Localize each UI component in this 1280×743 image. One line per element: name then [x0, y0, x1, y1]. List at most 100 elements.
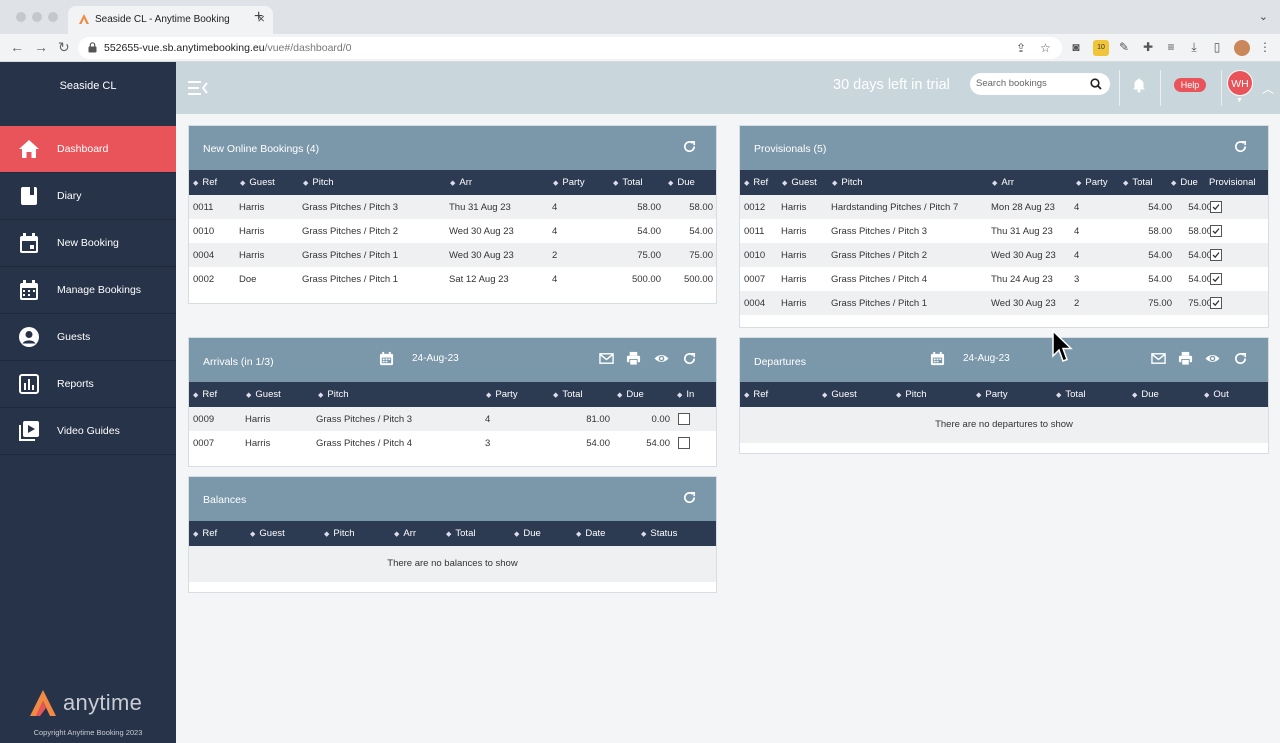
column-header-arr[interactable]: ◆ Arr: [394, 528, 417, 539]
print-icon[interactable]: [1178, 351, 1193, 366]
calendar-icon[interactable]: [379, 351, 394, 366]
sidebar-item-new-booking[interactable]: New Booking: [0, 220, 176, 267]
column-header-out[interactable]: ◆ Out: [1204, 389, 1229, 400]
arrivals-date[interactable]: 24-Aug-23: [412, 353, 459, 364]
table-row[interactable]: 0011 Harris Grass Pitches / Pitch 3 Thu 31 …: [189, 195, 716, 219]
table-row[interactable]: 0002 Doe Grass Pitches / Pitch 1 Sat 12 Aug…: [189, 267, 716, 291]
column-header-due[interactable]: ◆ Due: [1171, 177, 1198, 188]
column-header-pitch[interactable]: ◆ Pitch: [832, 177, 863, 188]
sidebar-item-reports[interactable]: Reports: [0, 361, 176, 408]
sidebar-item-video-guides[interactable]: Video Guides: [0, 408, 176, 455]
extension-badge-icon[interactable]: 10: [1093, 40, 1109, 56]
view-eye-icon[interactable]: [1205, 351, 1220, 366]
column-header-date[interactable]: ◆ Date: [576, 528, 606, 539]
window-minimize-dot[interactable]: [32, 12, 42, 22]
column-header-status[interactable]: ◆ Status: [641, 528, 678, 539]
share-icon[interactable]: ⇪: [1016, 41, 1027, 55]
side-panel-icon[interactable]: ▯: [1213, 40, 1221, 54]
print-icon[interactable]: [626, 351, 641, 366]
pen-extension-icon[interactable]: ✎: [1118, 40, 1130, 54]
media-control-icon[interactable]: ≡: [1167, 40, 1175, 54]
column-header-party[interactable]: ◆ Party: [553, 177, 585, 188]
column-header-total[interactable]: ◆ Total: [446, 528, 476, 539]
refresh-icon[interactable]: [1233, 139, 1248, 154]
provisional-checkbox[interactable]: [1210, 297, 1222, 309]
refresh-icon[interactable]: [1233, 351, 1248, 366]
bookmark-star-icon[interactable]: ☆: [1040, 41, 1051, 55]
table-row[interactable]: 0007 Harris Grass Pitches / Pitch 4 3 54.00 5…: [189, 431, 716, 455]
column-header-total[interactable]: ◆ Total: [1056, 389, 1086, 400]
table-row[interactable]: 0010 Harris Grass Pitches / Pitch 2 Wed 30 …: [740, 243, 1268, 267]
column-header-guest[interactable]: ◆ Guest: [250, 528, 285, 539]
column-header-ref[interactable]: ◆ Ref: [744, 389, 769, 400]
provisional-checkbox[interactable]: [1210, 249, 1222, 261]
tab-close-icon[interactable]: ×: [257, 11, 265, 26]
provisional-checkbox[interactable]: [1210, 225, 1222, 237]
column-header-due[interactable]: ◆ Due: [668, 177, 695, 188]
collapse-header-chevron-icon[interactable]: ︿: [1262, 82, 1275, 96]
tab-list-chevron-icon[interactable]: ⌄: [1258, 11, 1268, 23]
user-avatar[interactable]: WH: [1227, 70, 1253, 96]
notification-bell-icon[interactable]: [1131, 77, 1147, 93]
forward-icon[interactable]: →: [34, 39, 48, 55]
column-header-guest[interactable]: ◆ Guest: [822, 389, 857, 400]
search-icon[interactable]: [1090, 78, 1102, 90]
menu-collapse-icon[interactable]: [188, 80, 208, 96]
column-header-arr[interactable]: ◆ Arr: [450, 177, 473, 188]
email-icon[interactable]: [599, 351, 614, 366]
checked-in-checkbox[interactable]: [678, 437, 690, 449]
table-row[interactable]: 0004 Harris Grass Pitches / Pitch 1 Wed 30 …: [740, 291, 1268, 315]
provisional-checkbox[interactable]: [1210, 273, 1222, 285]
departures-date[interactable]: 24-Aug-23: [963, 353, 1010, 364]
table-row[interactable]: 0009 Harris Grass Pitches / Pitch 3 4 81.00 0…: [189, 407, 716, 431]
refresh-icon[interactable]: [682, 139, 697, 154]
browser-tab[interactable]: Seaside CL - Anytime Booking ×: [68, 6, 273, 34]
view-eye-icon[interactable]: [654, 351, 669, 366]
calendar-icon[interactable]: [930, 351, 945, 366]
column-header-ref[interactable]: ◆ Ref: [193, 528, 218, 539]
column-header-party[interactable]: ◆ Party: [486, 389, 518, 400]
sidebar-item-dashboard[interactable]: Dashboard: [0, 126, 176, 173]
browser-menu-icon[interactable]: ⋮: [1259, 40, 1271, 54]
table-row[interactable]: 0007 Harris Grass Pitches / Pitch 4 Thu 24 …: [740, 267, 1268, 291]
column-header-guest[interactable]: ◆ Guest: [240, 177, 275, 188]
column-header-party[interactable]: ◆ Party: [1076, 177, 1108, 188]
puzzle-extension-icon[interactable]: ✚: [1142, 40, 1154, 54]
url-field[interactable]: 552655-vue.sb.anytimebooking.eu/vue#/das…: [78, 37, 1062, 59]
column-header-arr[interactable]: ◆ Arr: [992, 177, 1015, 188]
email-icon[interactable]: [1151, 351, 1166, 366]
window-zoom-dot[interactable]: [48, 12, 58, 22]
column-header-total[interactable]: ◆ Total: [553, 389, 583, 400]
column-header-due[interactable]: ◆ Due: [514, 528, 541, 539]
column-header-total[interactable]: ◆ Total: [613, 177, 643, 188]
column-header-total[interactable]: ◆ Total: [1123, 177, 1153, 188]
column-header-ref[interactable]: ◆ Ref: [193, 177, 218, 188]
table-row[interactable]: 0011 Harris Grass Pitches / Pitch 3 Thu 31 …: [740, 219, 1268, 243]
column-header-ref[interactable]: ◆ Ref: [744, 177, 769, 188]
sidebar-item-diary[interactable]: Diary: [0, 173, 176, 220]
column-header-ref[interactable]: ◆ Ref: [193, 389, 218, 400]
camera-extension-icon[interactable]: ◙: [1072, 40, 1080, 54]
sidebar-item-manage-bookings[interactable]: Manage Bookings: [0, 267, 176, 314]
search-input[interactable]: [976, 78, 1086, 89]
sidebar-item-guests[interactable]: Guests: [0, 314, 176, 361]
avatar-caret-icon[interactable]: ▼: [1236, 97, 1243, 104]
column-header-pitch[interactable]: ◆ Pitch: [896, 389, 927, 400]
column-header-pitch[interactable]: ◆ Pitch: [303, 177, 334, 188]
back-icon[interactable]: ←: [10, 39, 24, 55]
column-header-pitch[interactable]: ◆ Pitch: [324, 528, 355, 539]
reload-icon[interactable]: ↻: [58, 39, 70, 55]
download-icon[interactable]: ⤓: [1191, 40, 1197, 54]
browser-profile-avatar[interactable]: [1234, 40, 1250, 56]
refresh-icon[interactable]: [682, 351, 697, 366]
table-row[interactable]: 0004 Harris Grass Pitches / Pitch 1 Wed 30 …: [189, 243, 716, 267]
column-header-due[interactable]: ◆ Due: [617, 389, 644, 400]
provisional-checkbox[interactable]: [1210, 201, 1222, 213]
column-header-due[interactable]: ◆ Due: [1132, 389, 1159, 400]
column-header-party[interactable]: ◆ Party: [976, 389, 1008, 400]
refresh-icon[interactable]: [682, 490, 697, 505]
table-row[interactable]: 0010 Harris Grass Pitches / Pitch 2 Wed 30 …: [189, 219, 716, 243]
column-header-pitch[interactable]: ◆ Pitch: [318, 389, 349, 400]
column-header-in[interactable]: ◆ In: [677, 389, 695, 400]
table-row[interactable]: 0012 Harris Hardstanding Pitches / Pitch 7…: [740, 195, 1268, 219]
